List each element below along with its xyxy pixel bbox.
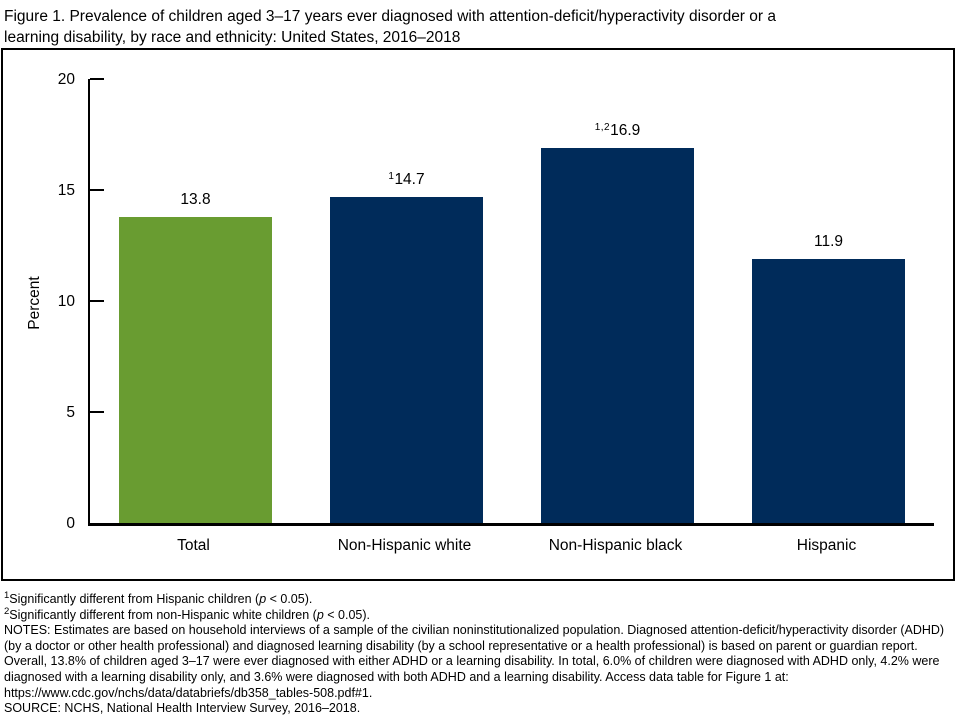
italic-p: p (316, 607, 324, 622)
y-axis-tick-label: 0 (66, 515, 75, 532)
y-axis-tick-label: 10 (57, 293, 75, 310)
source-text: SOURCE: NCHS, National Health Interview … (4, 701, 361, 716)
figure-title-line-1: Figure 1. Prevalence of children aged 3–… (4, 8, 776, 25)
italic-p: p (259, 592, 267, 606)
x-axis-category-label-non-hispanic-black: Non-Hispanic black (548, 537, 683, 554)
bar-value-label-hispanic: 11.9 (813, 232, 844, 250)
footnote-lines: 1Significantly different from Hispanic c… (4, 589, 956, 623)
bar-non-hispanic-white (330, 196, 483, 523)
x-axis-category-label-non-hispanic-white: Non-Hispanic white (337, 537, 472, 554)
significance-superscript: 1,2 (594, 121, 611, 133)
bar-value-label-non-hispanic-white: 114.7 (388, 170, 425, 188)
footnote-superscript: 2 (4, 605, 10, 617)
bar-value-label-total: 13.8 (180, 190, 211, 208)
y-axis-tick (90, 78, 104, 80)
notes-text: NOTES: Estimates are based on household … (4, 623, 945, 700)
bar-value-label-non-hispanic-black: 1,216.9 (594, 121, 641, 139)
footnote-superscript: 1 (4, 589, 10, 601)
footnotes: 1Significantly different from Hispanic c… (4, 589, 956, 717)
bar-hispanic (752, 258, 905, 523)
figure-title-line-2: learning disability, by race and ethnici… (4, 29, 461, 46)
y-axis-tick (90, 411, 104, 413)
x-axis-category-label-hispanic: Hispanic (796, 537, 857, 554)
figure-title: Figure 1. Prevalence of children aged 3–… (4, 6, 954, 48)
y-axis-tick-label: 15 (57, 182, 75, 199)
y-axis-tick-label: 20 (57, 71, 75, 88)
bar-total (119, 216, 272, 523)
plot-area: 13.8 114.7 1,216.9 11.9 (88, 78, 934, 526)
chart-frame: Percent 13.8 114.7 1,216.9 11.9 0 5 10 15 20 Tot… (1, 48, 955, 581)
y-axis-tick (90, 189, 104, 191)
footnote-line: 2Significantly different from non-Hispan… (4, 605, 371, 622)
x-axis-category-label-total: Total (177, 537, 210, 554)
y-axis-tick-label: 5 (66, 404, 75, 421)
bar-non-hispanic-black (541, 147, 694, 523)
y-axis-tick (90, 300, 104, 302)
footnote-line: 1Significantly different from Hispanic c… (4, 589, 313, 606)
significance-superscript: 1 (388, 170, 395, 182)
